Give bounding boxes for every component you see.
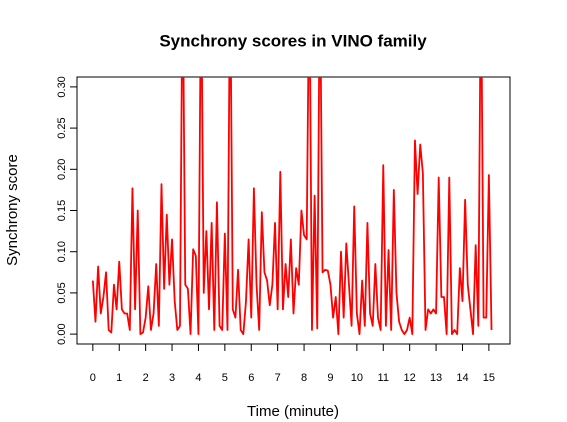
x-tick-label: 6 <box>248 372 254 384</box>
y-tick-label: 0.00 <box>56 323 68 344</box>
x-tick-label: 10 <box>351 372 363 384</box>
x-tick-label: 13 <box>430 372 442 384</box>
x-tick-label: 4 <box>195 372 201 384</box>
y-tick-label: 0.30 <box>56 76 68 97</box>
y-axis-label: Synchrony score <box>4 154 21 266</box>
chart-title: Synchrony scores in VINO family <box>159 31 427 50</box>
x-tick-label: 14 <box>456 372 468 384</box>
y-tick-label: 0.15 <box>56 200 68 221</box>
x-tick-label: 7 <box>275 372 281 384</box>
x-tick-label: 5 <box>222 372 228 384</box>
y-tick-label: 0.05 <box>56 282 68 303</box>
data-line <box>91 77 493 336</box>
x-tick-label: 11 <box>378 372 389 384</box>
y-tick-label: 0.20 <box>56 159 68 180</box>
x-tick-label: 3 <box>169 372 175 384</box>
x-tick-label: 0 <box>90 372 96 384</box>
x-tick-label: 8 <box>301 372 307 384</box>
y-tick-label: 0.25 <box>56 117 68 138</box>
x-tick-label: 12 <box>404 372 416 384</box>
x-tick-label: 2 <box>143 372 149 384</box>
x-tick-label: 9 <box>327 372 333 384</box>
x-tick-label: 1 <box>116 372 122 384</box>
y-tick-label: 0.10 <box>56 241 68 262</box>
x-axis-label: Time (minute) <box>247 403 339 420</box>
x-tick-label: 15 <box>483 372 495 384</box>
